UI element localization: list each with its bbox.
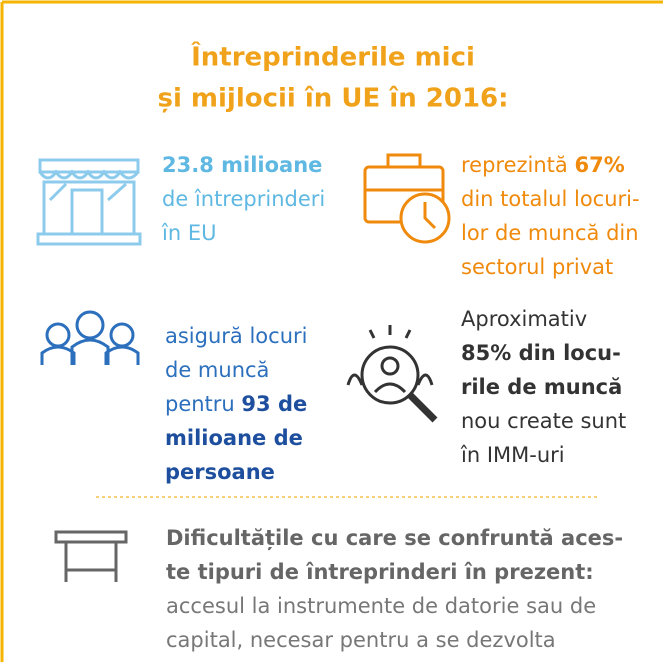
text: pentru [165,392,241,416]
text-line: Aproximativ [461,307,587,331]
bold-text: 23.8 milioane [162,153,322,177]
text-line: nou create sunt [461,409,626,433]
bold-text: 85% din locu- [461,341,621,365]
text-line: în EU [161,221,216,245]
bold-text: milioane de [165,426,303,450]
briefcase-icon [363,153,451,244]
text: capital, necesar pentru a se dezvolta [166,628,556,652]
bold-text: persoane [165,460,275,484]
text: din totalul locuri- [461,187,640,211]
text-line: Dificultățile cu care se confruntă aces- [166,526,623,551]
text-line: 85% din locu- [461,341,621,365]
text-line: pentru 93 de [165,392,307,416]
bold-text: 93 de [241,392,307,416]
text: în IMM-uri [460,443,565,467]
text: reprezintă [461,153,574,177]
bold-text: rile de muncă [461,375,622,399]
text-line: te tipuri de întreprinderi în prezent: [166,560,594,584]
text: în EU [161,221,216,245]
text-line: capital, necesar pentru a se dezvolta [166,628,556,652]
text: accesul la instrumente de datorie sau de [166,594,596,618]
text-line: milioane de [165,426,303,450]
text-line: în IMM-uri [460,443,565,467]
title-line: și mijlocii în UE în 2016: [157,84,508,114]
title-line: Întreprinderile mici [191,41,475,73]
text-line: lor de muncă din [461,221,639,245]
text-line: din totalul locuri- [461,187,640,211]
text-line: reprezintă 67% [461,153,625,177]
text-line: accesul la instrumente de datorie sau de [166,594,596,618]
text-line: persoane [165,460,275,484]
text-line: de întreprinderi [162,187,325,211]
text-line: de muncă [165,358,269,382]
table-icon [54,530,128,582]
text: lor de muncă din [461,221,639,245]
bold-text: te tipuri de întreprinderi în prezent: [166,560,594,584]
bold-text: Dificultățile cu care se confruntă aces- [166,526,623,551]
text: Aproximativ [461,307,587,331]
bold-text: 67% [574,153,624,177]
text-line: asigură locuri [165,324,307,348]
text-line: 23.8 milioane [162,153,322,177]
text: de muncă [165,358,269,382]
text: asigură locuri [165,324,307,348]
people-icon [40,310,140,365]
text-line: rile de muncă [461,375,622,399]
text: de întreprinderi [162,187,325,211]
search-icon [346,325,438,423]
text: nou create sunt [461,409,626,433]
text-line: sectorul privat [461,255,613,279]
text: sectorul privat [461,255,613,279]
shop-icon [36,158,142,246]
